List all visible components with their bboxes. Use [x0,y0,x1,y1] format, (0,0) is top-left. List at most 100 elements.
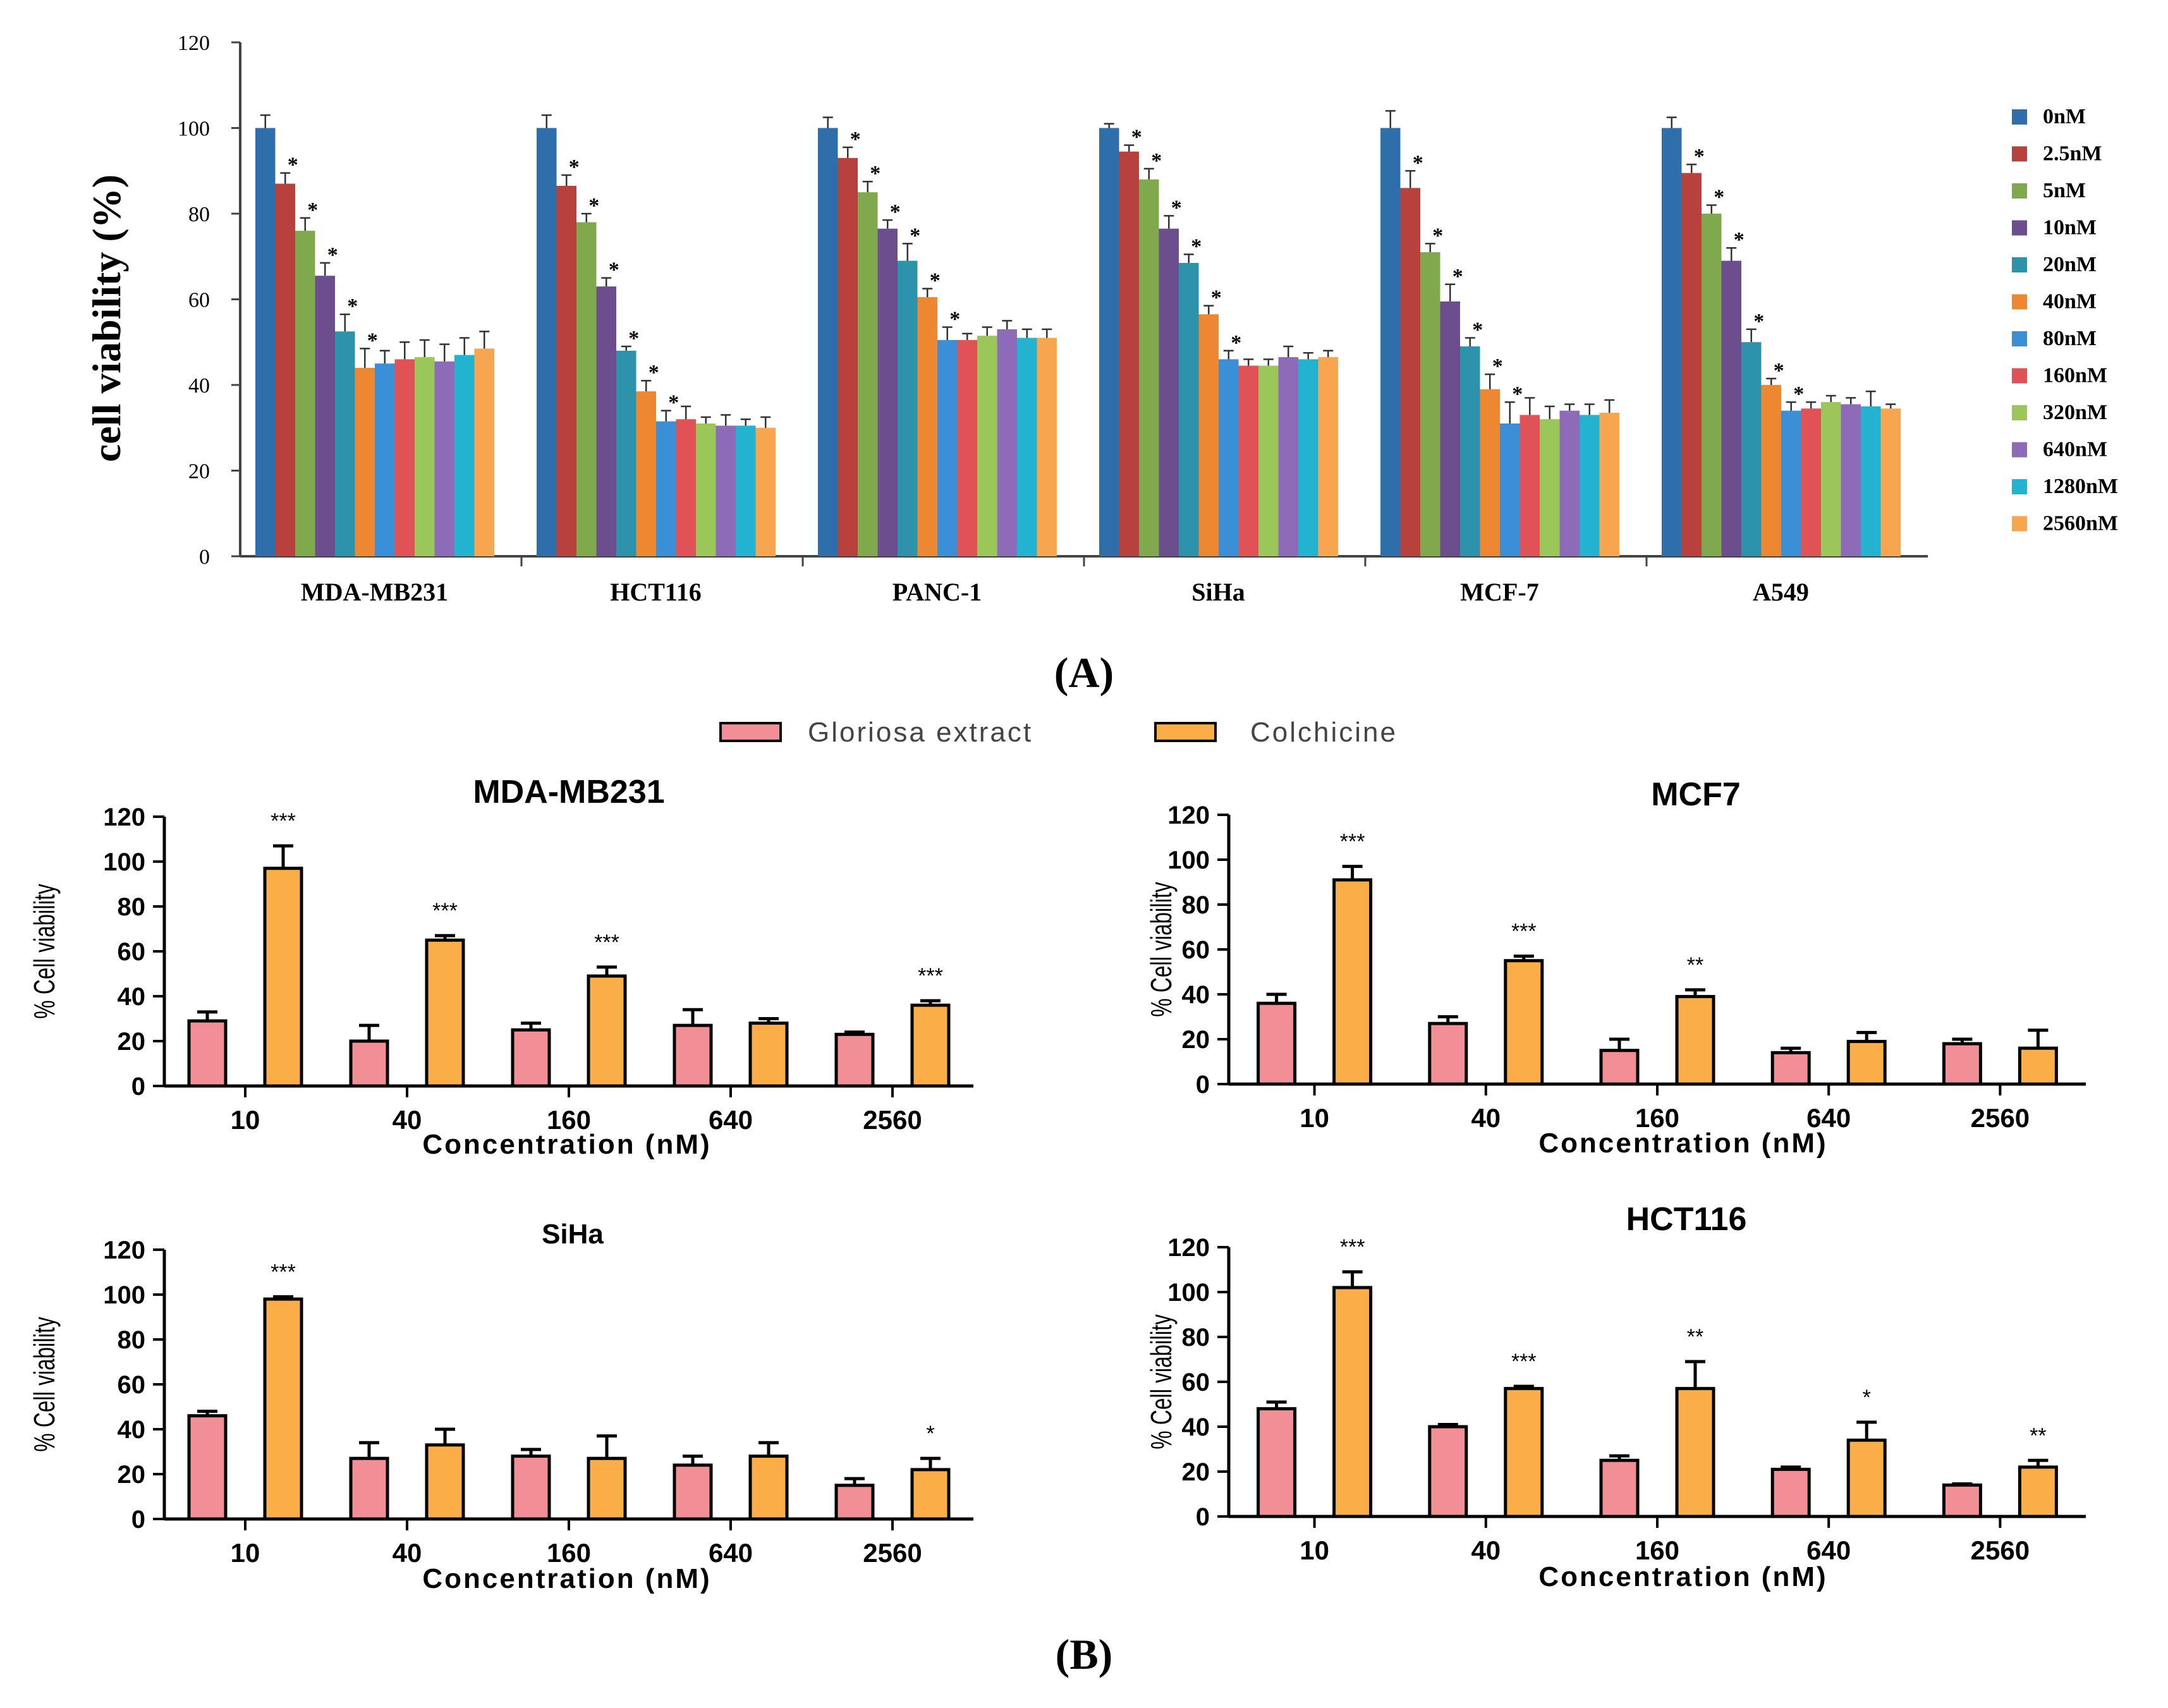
y-tick-label: 20 [118,1461,146,1489]
x-tick-label: 40 [393,1105,422,1135]
legend-label: 640nM [2043,438,2107,461]
y-tick-label: 100 [1167,846,1210,874]
significance-marker: * [327,243,338,267]
y-tick-label: 120 [103,1236,145,1264]
y-tick-label: 20 [188,460,210,484]
significance-marker: * [1231,331,1241,355]
bar [187,1414,228,1521]
significance-marker: *** [432,899,458,923]
y-tick-label: 40 [1182,1413,1210,1441]
legend-label: 80nM [2043,327,2097,350]
bar [349,1456,389,1521]
significance-marker: * [1131,126,1142,149]
y-tick-label: 80 [118,893,146,921]
y-tick-label: 0 [1196,1503,1210,1531]
legend-swatch [2012,294,2027,310]
bar [2018,1465,2058,1518]
bar [576,222,597,556]
bar [1770,1467,1811,1518]
legend-label: 40nM [2043,290,2097,314]
bar [335,331,355,556]
bar [537,128,557,556]
x-tick-label: A549 [1753,578,1809,606]
bar [1580,415,1600,556]
y-tick-label: 40 [118,983,146,1011]
significance-marker: * [1512,382,1523,406]
x-tick-label: 640 [1806,1535,1851,1565]
bar [1761,385,1781,556]
bar [877,228,898,556]
bar [1675,1387,1715,1518]
chart-title: HCT116 [1626,1201,1747,1238]
bar [1017,338,1037,556]
significance-marker: * [1714,185,1724,209]
bar [1846,1040,1887,1086]
bar [858,192,878,556]
x-tick-label: 640 [1806,1103,1851,1133]
legend-label: 20nM [2043,253,2097,276]
significance-marker: * [1734,228,1745,252]
significance-marker: * [850,128,861,151]
bar [1861,406,1881,556]
legend-label: Gloriosa extract [808,717,1033,748]
x-axis-title: Concentration (nM) [422,1129,711,1160]
x-tick-label: 10 [231,1538,260,1568]
bar [977,336,997,556]
x-tick-label: 640 [709,1538,753,1568]
bar [1400,188,1420,557]
significance-marker: * [649,361,659,384]
legend-swatch [2012,368,2027,384]
y-tick-label: 0 [1196,1071,1210,1099]
legend-label: 2.5nM [2043,142,2102,166]
bar [434,361,454,556]
bar [587,974,627,1088]
bar [716,425,736,556]
x-tick-label: 640 [709,1105,753,1135]
significance-marker: * [609,259,619,282]
bar [676,419,696,556]
bar [696,423,716,556]
bar [275,183,295,556]
significance-marker: * [1151,149,1162,173]
bar [556,185,576,556]
x-tick-label: 2560 [1971,1535,2030,1565]
y-tick-label: 120 [1167,1234,1210,1262]
y-axis-title: % Cell viability [29,884,61,1018]
legend-swatch [719,722,782,742]
y-tick-label: 0 [199,546,210,569]
bar [375,363,395,556]
bar [957,339,977,556]
y-tick-label: 20 [118,1028,146,1056]
significance-marker: * [347,295,358,318]
significance-marker: * [367,329,378,352]
significance-marker: ** [1687,1325,1703,1349]
bar [596,286,616,556]
bar [636,391,656,556]
legend-swatch [2012,183,2027,198]
y-tick-label: 100 [103,848,145,876]
legend-label: 0nM [2043,105,2086,128]
significance-marker: * [569,156,580,179]
bar [425,938,465,1088]
y-axis-title: % Cell viability [29,1317,61,1451]
bar [1500,423,1520,556]
bar [1599,413,1619,556]
bar [1460,346,1480,556]
significance-marker: * [1191,235,1202,258]
x-tick-label: 2560 [1971,1103,2030,1133]
bar [263,1297,303,1521]
y-tick-label: 100 [1167,1279,1210,1307]
bar [1198,314,1219,556]
bar [1846,1438,1887,1518]
bar [1179,262,1199,556]
y-tick-label: 80 [188,203,210,226]
bar [755,427,776,556]
chart-siha: SiHa 0 20 40 60 80 100 120 % Cell viability Conce… [29,1219,973,1594]
significance-marker: *** [1511,1350,1537,1374]
x-tick-label: 160 [1635,1535,1679,1565]
legend-label: 5nM [2043,179,2086,202]
y-tick-label: 40 [118,1416,146,1444]
bar [1440,301,1460,556]
bar [1119,151,1139,556]
